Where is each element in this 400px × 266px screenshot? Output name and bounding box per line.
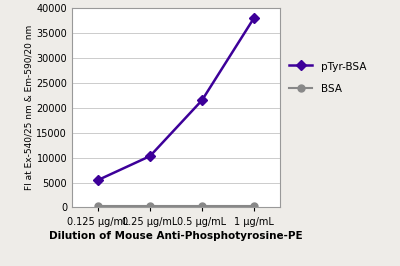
Line: BSA: BSA — [94, 203, 258, 210]
pTyr-BSA — [252, 16, 256, 20]
Legend: pTyr-BSA, BSA: pTyr-BSA, BSA — [289, 61, 366, 94]
X-axis label: Dilution of Mouse Anti-Phosphotyrosine-PE: Dilution of Mouse Anti-Phosphotyrosine-P… — [49, 231, 303, 241]
pTyr-BSA — [148, 155, 152, 158]
Y-axis label: FI at Ex-540/25 nm & Em-590/20 nm: FI at Ex-540/25 nm & Em-590/20 nm — [24, 25, 34, 190]
BSA — [96, 205, 100, 208]
BSA — [252, 205, 256, 208]
pTyr-BSA — [200, 99, 204, 102]
Line: pTyr-BSA: pTyr-BSA — [94, 14, 258, 184]
BSA — [200, 205, 204, 208]
pTyr-BSA — [96, 178, 100, 182]
BSA — [148, 205, 152, 208]
